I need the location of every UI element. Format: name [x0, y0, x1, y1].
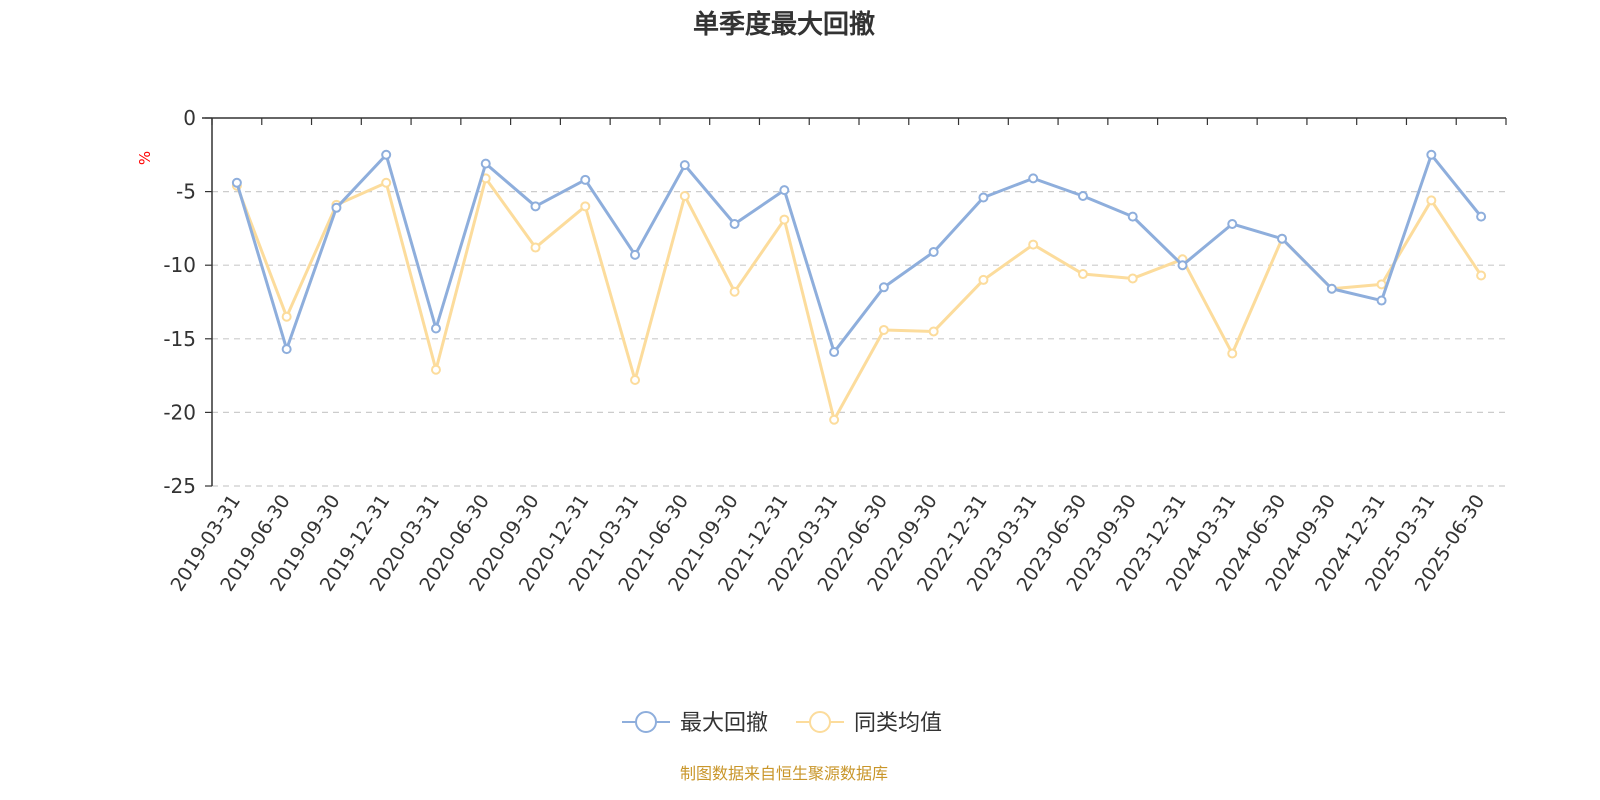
data-point[interactable]	[1227, 348, 1238, 359]
legend-marker-icon	[635, 711, 657, 733]
grid-lines	[212, 191, 1506, 487]
data-point[interactable]	[729, 286, 740, 297]
data-point[interactable]	[381, 177, 392, 188]
data-source-note: 制图数据来自恒生聚源数据库	[680, 764, 888, 783]
data-point[interactable]	[281, 311, 292, 322]
data-point[interactable]	[1127, 273, 1138, 284]
y-axis-unit-label: %	[136, 151, 154, 165]
data-point[interactable]	[530, 201, 541, 212]
legend-label: 同类均值	[854, 711, 942, 736]
data-point[interactable]	[1326, 283, 1337, 294]
y-tick-label: -25	[163, 474, 196, 498]
data-point[interactable]	[878, 282, 889, 293]
y-tick-label: -20	[163, 400, 196, 424]
data-point[interactable]	[231, 177, 242, 188]
data-point[interactable]	[878, 324, 889, 335]
legend[interactable]: 最大回撤 同类均值	[622, 711, 942, 736]
data-point[interactable]	[729, 218, 740, 229]
data-point[interactable]	[630, 249, 641, 260]
data-point[interactable]	[430, 364, 441, 375]
data-point[interactable]	[1277, 233, 1288, 244]
series-同类均值	[231, 173, 1487, 425]
data-point[interactable]	[1426, 195, 1437, 206]
data-point[interactable]	[580, 201, 591, 212]
data-point[interactable]	[928, 246, 939, 257]
data-point[interactable]	[829, 347, 840, 358]
data-point[interactable]	[679, 160, 690, 171]
data-point[interactable]	[480, 158, 491, 169]
data-point[interactable]	[1376, 279, 1387, 290]
data-point[interactable]	[381, 149, 392, 160]
data-point[interactable]	[779, 185, 790, 196]
data-point[interactable]	[928, 326, 939, 337]
y-tick-label: -10	[163, 253, 196, 277]
data-point[interactable]	[1028, 239, 1039, 250]
data-point[interactable]	[1028, 173, 1039, 184]
data-point[interactable]	[779, 214, 790, 225]
series-line	[235, 176, 1483, 422]
data-point[interactable]	[978, 274, 989, 285]
data-point[interactable]	[331, 202, 342, 213]
data-point[interactable]	[1227, 218, 1238, 229]
series-最大回撤	[231, 149, 1487, 358]
legend-marker-icon	[809, 711, 831, 733]
data-point[interactable]	[580, 174, 591, 185]
data-point[interactable]	[1177, 260, 1188, 271]
data-point[interactable]	[1476, 211, 1487, 222]
y-tick-label: -15	[163, 327, 196, 351]
chart-title: 单季度最大回撤	[693, 9, 875, 40]
data-point[interactable]	[281, 344, 292, 355]
legend-item[interactable]: 最大回撤	[622, 711, 768, 736]
data-point[interactable]	[1426, 149, 1437, 160]
data-point[interactable]	[630, 375, 641, 386]
legend-label: 最大回撤	[680, 711, 768, 736]
y-tick-label: 0	[183, 106, 196, 130]
legend-item[interactable]: 同类均值	[796, 711, 942, 736]
data-point[interactable]	[430, 323, 441, 334]
data-point[interactable]	[1376, 295, 1387, 306]
data-point[interactable]	[829, 414, 840, 425]
data-point[interactable]	[978, 192, 989, 203]
data-point[interactable]	[1077, 191, 1088, 202]
data-point[interactable]	[530, 242, 541, 253]
series-lines	[231, 149, 1487, 425]
data-point[interactable]	[1127, 211, 1138, 222]
series-line	[235, 153, 1483, 354]
data-point[interactable]	[1476, 270, 1487, 281]
data-point[interactable]	[1077, 269, 1088, 280]
y-tick-label: -5	[176, 180, 196, 204]
data-point[interactable]	[679, 191, 690, 202]
